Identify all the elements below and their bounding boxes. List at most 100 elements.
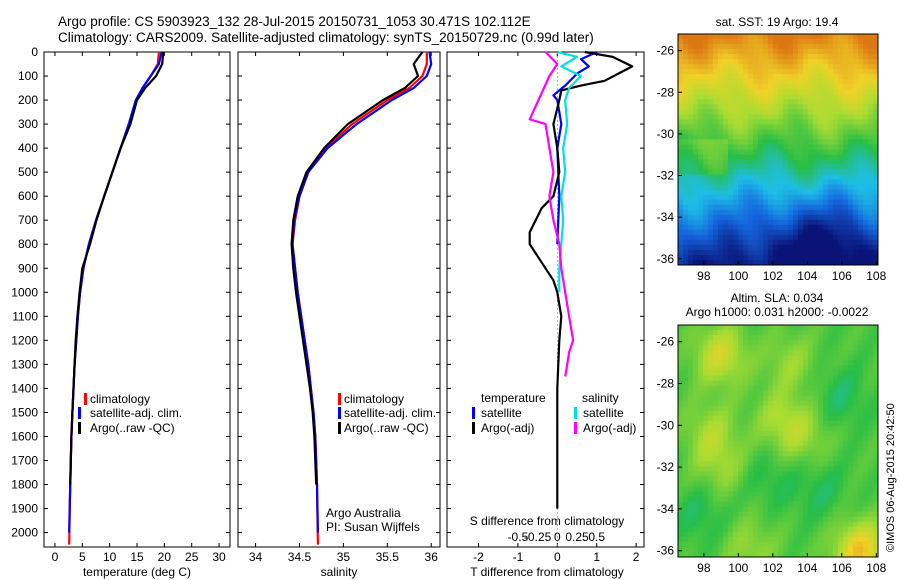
map-cell xyxy=(783,159,789,165)
map-cell xyxy=(823,415,829,422)
map-cell xyxy=(783,531,789,538)
map-cell xyxy=(783,79,789,85)
map-cell xyxy=(793,446,799,452)
map-cell xyxy=(793,164,799,170)
map-cell xyxy=(728,491,734,497)
map-cell xyxy=(748,385,754,391)
map-cell xyxy=(868,44,874,50)
map-cell xyxy=(733,249,739,256)
map-cell xyxy=(868,506,874,513)
map-cell xyxy=(758,390,764,397)
map-cell xyxy=(808,380,814,386)
map-cell xyxy=(833,501,839,507)
map-cell xyxy=(798,109,804,115)
map-cell xyxy=(743,244,749,251)
map-cell xyxy=(778,415,784,422)
map-cell xyxy=(793,526,799,533)
map-cell xyxy=(763,466,769,472)
map-cell xyxy=(848,54,854,60)
map-cell xyxy=(723,350,729,356)
map-cell xyxy=(738,184,744,191)
map-cell xyxy=(688,496,694,502)
map-cell xyxy=(703,204,709,211)
map-cell xyxy=(823,254,829,261)
map-cell xyxy=(833,536,839,543)
map-cell xyxy=(758,94,764,100)
map-cell xyxy=(713,224,719,231)
map-cell xyxy=(763,340,769,346)
map-cell xyxy=(833,229,839,236)
map-cell xyxy=(733,526,739,533)
map-cell xyxy=(843,99,849,105)
map-cell xyxy=(683,224,689,231)
map-cell xyxy=(733,44,739,50)
map-cell xyxy=(823,49,829,55)
map-cell xyxy=(868,169,874,176)
map-cell xyxy=(803,420,809,427)
map-cell xyxy=(778,234,784,241)
map-cell xyxy=(833,370,839,376)
map-cell xyxy=(818,330,824,336)
map-cell xyxy=(748,69,754,75)
map-cell xyxy=(678,174,684,181)
map-cell xyxy=(868,119,874,125)
x-tick-label: 35 xyxy=(337,550,351,564)
map-cell xyxy=(823,486,829,492)
map-cell xyxy=(683,521,689,528)
map-cell xyxy=(858,44,864,50)
map-cell xyxy=(788,119,794,125)
map-cell xyxy=(803,340,809,346)
map-cell xyxy=(693,435,699,442)
map-cell xyxy=(693,149,699,155)
map-cell xyxy=(773,435,779,442)
map-cell xyxy=(823,229,829,236)
map-cell xyxy=(783,184,789,191)
map-cell xyxy=(753,64,759,70)
map-cell xyxy=(788,74,794,80)
map-cell xyxy=(788,400,794,407)
map-cell xyxy=(733,229,739,236)
map-cell xyxy=(868,64,874,70)
map-cell xyxy=(723,84,729,90)
map-cell xyxy=(818,209,824,216)
map-cell xyxy=(733,164,739,170)
map-cell xyxy=(678,471,684,477)
salinity-legend: climatology satellite-adj. clim. Argo(..… xyxy=(338,392,436,435)
map-cell xyxy=(793,219,799,226)
map-cell xyxy=(708,405,714,412)
map-cell xyxy=(813,350,819,356)
map-cell xyxy=(713,370,719,376)
map-cell xyxy=(678,164,684,170)
map-cell xyxy=(753,74,759,80)
map-cell xyxy=(753,189,759,196)
map-cell xyxy=(833,360,839,366)
map-cell xyxy=(753,435,759,442)
map-cell xyxy=(788,370,794,376)
map-cell xyxy=(818,59,824,65)
map-cell xyxy=(698,360,704,366)
map-cell xyxy=(798,456,804,462)
map-cell xyxy=(803,521,809,528)
map-cell xyxy=(868,340,874,346)
map-cell xyxy=(753,44,759,50)
map-cell xyxy=(748,44,754,50)
map-cell xyxy=(773,355,779,361)
map-cell xyxy=(778,501,784,507)
map-cell xyxy=(783,360,789,366)
map-cell xyxy=(793,486,799,492)
map-cell xyxy=(808,84,814,90)
map-cell xyxy=(678,254,684,261)
map-cell xyxy=(723,104,729,110)
series-line-satellite-adj-clim- xyxy=(291,51,433,533)
x2-tick-label: 0.5 xyxy=(588,530,605,544)
map-cell xyxy=(868,516,874,523)
map-cell xyxy=(848,259,854,266)
map-cell xyxy=(868,335,874,341)
map-cell xyxy=(868,239,874,246)
map-cell xyxy=(708,244,714,251)
map-cell xyxy=(828,430,834,437)
map-cell xyxy=(813,74,819,80)
map-cell xyxy=(848,466,854,472)
map-cell xyxy=(758,84,764,90)
map-cell xyxy=(703,244,709,251)
